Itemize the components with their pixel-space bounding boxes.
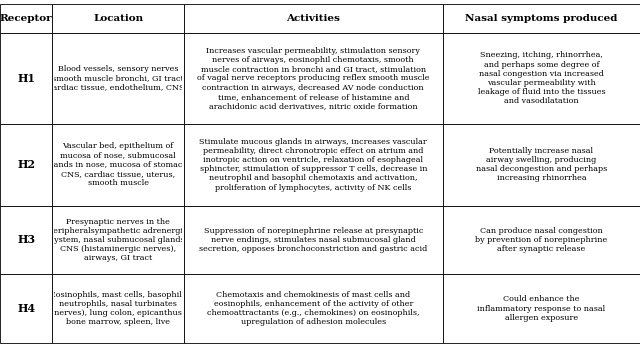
Text: Blood vessels, sensory nerves
(smooth muscle bronchi, GI tract,
cardiac tissue, : Blood vessels, sensory nerves (smooth mu…: [48, 65, 188, 92]
Bar: [443, 205, 640, 274]
Bar: [443, 33, 640, 124]
Bar: [52, 4, 184, 33]
Bar: [52, 124, 184, 205]
Bar: [52, 33, 184, 124]
Bar: [184, 33, 443, 124]
Text: Can produce nasal congestion
by prevention of norepinephrine
after synaptic rele: Can produce nasal congestion by preventi…: [476, 227, 607, 253]
Bar: [52, 205, 184, 274]
Text: Sneezing, itching, rhinorrhea,
and perhaps some degree of
nasal congestion via i: Sneezing, itching, rhinorrhea, and perha…: [477, 51, 605, 105]
Bar: [443, 124, 640, 205]
Text: Eosinophils, mast cells, basophils
neutrophils, nasal turbinates
(nerves), lung : Eosinophils, mast cells, basophils neutr…: [50, 291, 186, 327]
Text: Nasal symptoms produced: Nasal symptoms produced: [465, 14, 618, 23]
Bar: [0, 274, 52, 343]
Bar: [0, 4, 52, 33]
Bar: [443, 274, 640, 343]
Text: H1: H1: [17, 73, 35, 84]
Bar: [184, 4, 443, 33]
Text: Presynaptic nerves in the
peripheralsympathetic adrenergic
system, nasal submuco: Presynaptic nerves in the peripheralsymp…: [49, 217, 188, 262]
Bar: [0, 124, 52, 205]
Text: Could enhance the
inflammatory response to nasal
allergen exposure: Could enhance the inflammatory response …: [477, 295, 605, 322]
Text: Activities: Activities: [286, 14, 340, 23]
Bar: [0, 33, 52, 124]
Text: Suppression of norepinephrine release at presynaptic
nerve endings, stimulates n: Suppression of norepinephrine release at…: [199, 227, 428, 253]
Bar: [184, 205, 443, 274]
Bar: [443, 4, 640, 33]
Text: H4: H4: [17, 303, 35, 314]
Text: Location: Location: [93, 14, 143, 23]
Text: Vascular bed, epithelium of
mucosa of nose, submucosal
glands in nose, mucosa of: Vascular bed, epithelium of mucosa of no…: [46, 142, 190, 187]
Bar: [184, 124, 443, 205]
Text: Increases vascular permeability, stimulation sensory
nerves of airways, eosinoph: Increases vascular permeability, stimula…: [197, 47, 429, 110]
Text: H2: H2: [17, 159, 35, 170]
Text: Receptor: Receptor: [0, 14, 52, 23]
Bar: [184, 274, 443, 343]
Text: Chemotaxis and chemokinesis of mast cells and
eosinophils, enhancement of the ac: Chemotaxis and chemokinesis of mast cell…: [207, 291, 420, 327]
Text: Stimulate mucous glands in airways, increases vascular
permeability, direct chro: Stimulate mucous glands in airways, incr…: [200, 138, 427, 192]
Bar: [0, 205, 52, 274]
Text: H3: H3: [17, 234, 35, 245]
Bar: [52, 274, 184, 343]
Text: Potentially increase nasal
airway swelling, producing
nasal decongestion and per: Potentially increase nasal airway swelli…: [476, 147, 607, 182]
